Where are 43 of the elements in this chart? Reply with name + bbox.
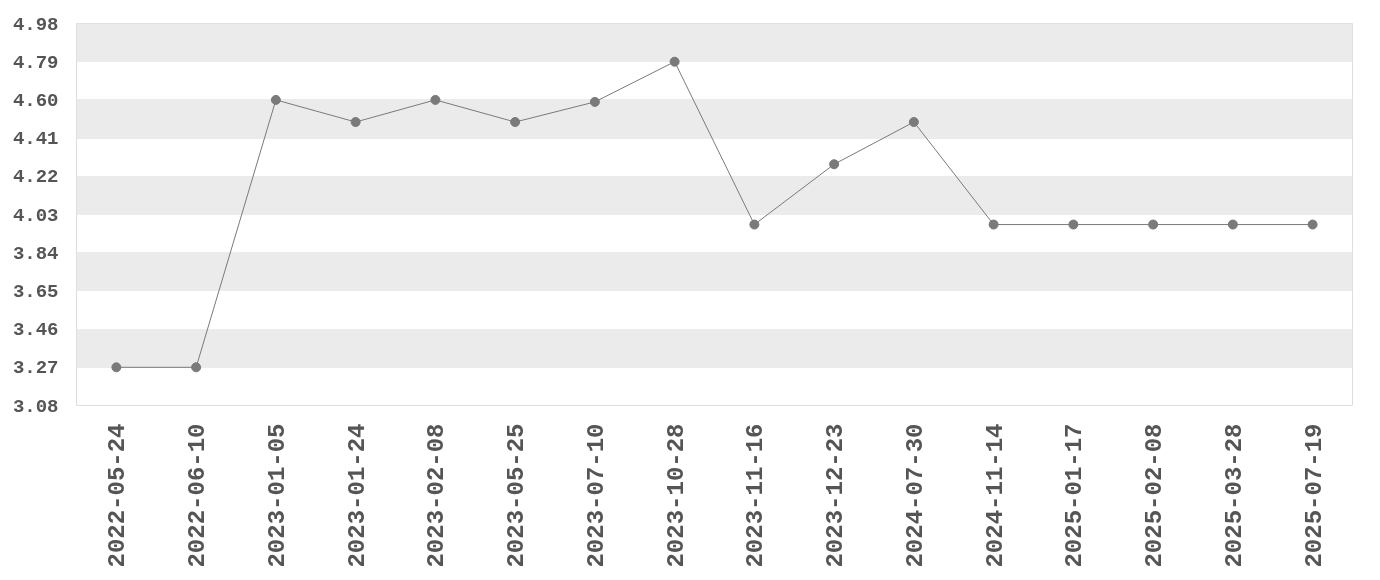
point — [669, 56, 680, 67]
x-tick-label: 2025-02-08 — [1141, 423, 1169, 568]
x-tick-label: 2024-11-14 — [981, 423, 1009, 568]
x-tick-label: 2023-01-05 — [263, 423, 291, 568]
point — [1307, 219, 1318, 230]
x-tick-label: 2023-10-28 — [662, 423, 690, 568]
x-tick-label: 2023-11-16 — [742, 423, 770, 568]
x-tick-label: 2025-03-28 — [1220, 423, 1248, 568]
point — [1148, 219, 1159, 230]
y-tick-label: 4.22 — [12, 166, 59, 189]
y-tick-label: 4.60 — [12, 89, 59, 112]
point — [510, 117, 521, 128]
point — [191, 362, 202, 373]
x-tick-label: 2025-01-17 — [1061, 423, 1089, 568]
x-tick-label: 2023-07-10 — [582, 423, 610, 568]
x-tick-label: 2022-05-24 — [104, 423, 132, 568]
x-tick-label: 2023-12-23 — [822, 423, 850, 568]
point — [749, 219, 760, 230]
point — [350, 117, 361, 128]
point — [589, 96, 600, 107]
x-tick-label: 2023-02-08 — [423, 423, 451, 568]
point — [829, 159, 840, 170]
y-tick-label: 3.84 — [12, 242, 59, 265]
y-tick-label: 4.79 — [12, 51, 59, 74]
x-tick-label: 2025-07-19 — [1300, 423, 1328, 568]
y-tick-label: 4.03 — [12, 204, 59, 227]
point — [988, 219, 999, 230]
y-tick-label: 4.98 — [12, 13, 59, 36]
x-tick-label: 2023-05-25 — [503, 423, 531, 568]
y-tick-label: 3.46 — [12, 319, 59, 342]
y-tick-label: 3.08 — [12, 395, 59, 418]
y-tick-label: 4.41 — [12, 128, 59, 151]
x-tick-label: 2022-06-10 — [184, 423, 212, 568]
y-tick-label: 3.27 — [12, 357, 59, 380]
point — [270, 94, 281, 105]
x-tick-label: 2024-07-30 — [901, 423, 929, 568]
point — [111, 362, 122, 373]
y-tick-label: 3.65 — [12, 280, 59, 303]
point — [1068, 219, 1079, 230]
point — [1227, 219, 1238, 230]
x-tick-label: 2023-01-24 — [343, 423, 371, 568]
point — [430, 94, 441, 105]
point — [908, 117, 919, 128]
